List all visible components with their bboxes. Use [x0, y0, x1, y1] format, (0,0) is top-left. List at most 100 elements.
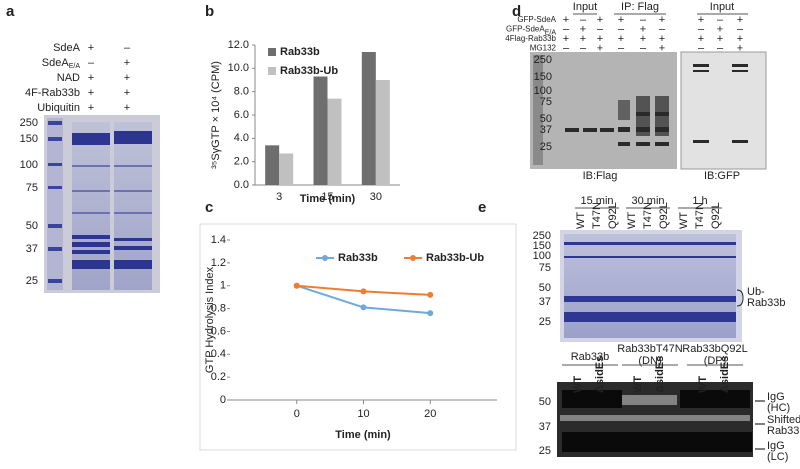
annotation: Shifted Flag- — [767, 414, 800, 426]
marker-label: 250 — [534, 54, 552, 66]
sign: + — [124, 102, 130, 114]
sign: + — [640, 33, 646, 45]
bar — [265, 145, 280, 185]
marker-label: 37 — [539, 421, 551, 433]
marker-label: 150 — [20, 133, 38, 145]
y-tick-label: 10.0 — [228, 62, 249, 74]
point — [360, 288, 367, 295]
sign: + — [618, 33, 624, 45]
sign: + — [88, 42, 94, 54]
x-tick-label: 10 — [357, 408, 369, 420]
sign: + — [597, 14, 603, 26]
y-tick-label: 8.0 — [234, 86, 249, 98]
sign: + — [124, 87, 130, 99]
point — [293, 282, 300, 289]
sign: + — [737, 42, 743, 54]
marker-label: 37 — [540, 124, 552, 136]
lane-label: WT — [678, 212, 690, 229]
marker-label: 25 — [540, 141, 552, 153]
row-label: 4Flag-Rab33b — [505, 34, 556, 43]
marker-label: 25 — [539, 445, 551, 457]
y-tick-label: 1.4 — [211, 234, 226, 246]
y-tick-label: 0.6 — [211, 325, 226, 337]
marker-label: 25 — [26, 275, 38, 287]
x-axis-title: Time (min) — [335, 429, 391, 441]
panel-label: c — [205, 199, 213, 216]
legend-label: Rab33b — [338, 252, 378, 264]
marker-label: 250 — [20, 117, 38, 129]
lane-label: T47N — [642, 202, 654, 229]
sign: – — [88, 57, 95, 69]
sign: + — [698, 14, 704, 26]
y-tick-label: 2.0 — [234, 156, 249, 168]
sign: + — [698, 33, 704, 45]
sign: + — [563, 33, 569, 45]
x-tick-label: 30 — [370, 191, 382, 203]
y-tick-label: 0.8 — [211, 302, 226, 314]
sign: + — [717, 23, 723, 35]
row-label: Ubiquitin — [37, 102, 80, 114]
annotation: (LC) — [767, 451, 788, 463]
group-label: Rab33bQ92L — [682, 343, 747, 355]
sign: + — [124, 72, 130, 84]
annotation: IgG — [767, 440, 785, 452]
row-label: 4F-Rab33b — [25, 87, 80, 99]
sign: – — [563, 23, 570, 35]
row-label: GFP-SdeA — [517, 15, 556, 24]
bar — [279, 153, 294, 185]
sign: + — [580, 33, 586, 45]
column-header: Input — [573, 1, 597, 13]
row-label-text: SdeA — [53, 42, 81, 54]
marker-label: 100 — [20, 159, 38, 171]
lane-label: WT — [575, 212, 587, 229]
sign: – — [563, 42, 570, 54]
y-tick-label: 0.2 — [211, 371, 226, 383]
group-label: (DP) — [704, 355, 727, 367]
chart-frame — [199, 223, 517, 451]
lane-label: WT — [572, 376, 584, 393]
row-label-text: NAD — [57, 72, 80, 84]
sign: + — [640, 23, 646, 35]
sign: + — [659, 33, 665, 45]
legend-swatch — [268, 67, 276, 75]
bar — [375, 80, 390, 185]
sign: + — [597, 42, 603, 54]
time-label: 1 h — [692, 195, 707, 207]
sign: – — [580, 42, 587, 54]
marker-label: 25 — [539, 316, 551, 328]
product-label: Ub- — [747, 286, 765, 298]
y-tick-label: 6.0 — [234, 109, 249, 121]
row-label: SdeA — [53, 42, 81, 54]
bar — [327, 98, 342, 185]
y-tick-label: 12.0 — [228, 39, 249, 51]
y-axis-title: GTP Hydrolysis Index — [204, 266, 216, 373]
marker-label: 100 — [533, 250, 551, 262]
lane-label: T47N — [694, 202, 706, 229]
sign: – — [580, 14, 587, 26]
marker-label: 150 — [534, 71, 552, 83]
sign: – — [618, 42, 625, 54]
row-label-subscript: E/A — [69, 63, 81, 70]
lane-label: T47N — [591, 202, 603, 229]
marker-label: 250 — [533, 230, 551, 242]
sign: – — [640, 14, 647, 26]
bar — [361, 52, 376, 185]
y-tick-label: 0.4 — [211, 348, 226, 360]
sign: + — [659, 14, 665, 26]
sign: – — [698, 42, 705, 54]
sign: – — [717, 42, 724, 54]
sign: + — [597, 33, 603, 45]
panel-label: b — [205, 3, 214, 20]
sign: + — [618, 14, 624, 26]
time-label: 15 min — [580, 195, 613, 207]
row-label-text: 4F-Rab33b — [25, 87, 80, 99]
y-tick-label: 0 — [220, 394, 226, 406]
x-axis-title: Time (min) — [300, 193, 356, 205]
lane-label: Q92L — [710, 202, 722, 229]
panel-label: a — [6, 3, 15, 20]
lane-label: ΔsidEs — [654, 356, 666, 393]
y-tick-label: 4.0 — [234, 132, 249, 144]
lane-label: WT — [697, 376, 709, 393]
panel-label: e — [478, 199, 486, 216]
